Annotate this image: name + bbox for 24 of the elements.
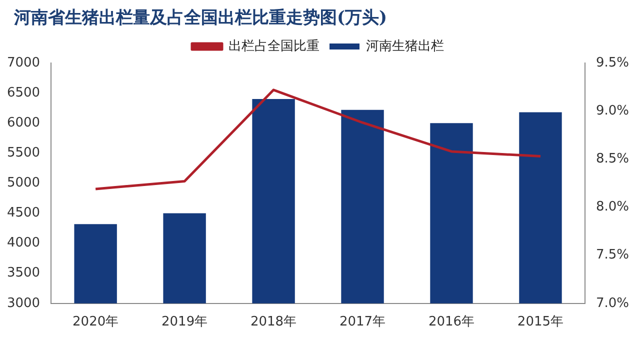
y2-tick-label: 7.5% [596,248,630,263]
x-tick-label: 2017年 [339,314,386,330]
y2-tick-label: 9.0% [596,103,630,118]
legend-label: 河南生猪出栏 [366,38,444,54]
x-tick-label: 2018年 [250,314,297,330]
y2-tick-label: 7.0% [596,296,630,311]
chart-title: 河南省生猪出栏量及占全国出栏比重走势图(万头) [14,7,388,29]
y-tick-label: 3000 [6,296,40,311]
x-tick-label: 2015年 [517,314,564,330]
y-tick-label: 5000 [6,176,40,191]
x-tick-label: 2019年 [162,314,208,330]
x-tick-label: 2016年 [428,314,475,330]
y2-tick-label: 8.5% [596,152,630,167]
y2-tick-label: 8.0% [596,200,630,215]
y-tick-label: 6000 [6,115,40,130]
y-tick-label: 3500 [6,266,40,281]
x-tick-label: 2020年 [72,314,119,330]
y-tick-label: 4500 [6,206,40,221]
y-tick-label: 6500 [6,85,40,100]
y2-tick-label: 9.5% [596,55,630,70]
y-tick-label: 5500 [6,146,40,161]
legend-label: 出栏占全国比重 [228,38,320,54]
y-tick-label: 7000 [6,55,40,70]
y-tick-label: 4000 [6,236,40,251]
